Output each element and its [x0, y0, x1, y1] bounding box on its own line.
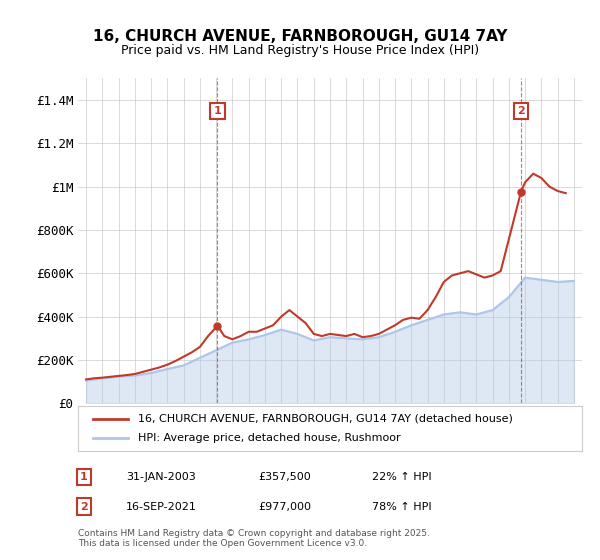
Text: Contains HM Land Registry data © Crown copyright and database right 2025.
This d: Contains HM Land Registry data © Crown c… [78, 529, 430, 548]
Text: 16, CHURCH AVENUE, FARNBOROUGH, GU14 7AY (detached house): 16, CHURCH AVENUE, FARNBOROUGH, GU14 7AY… [139, 413, 514, 423]
Text: 16-SEP-2021: 16-SEP-2021 [126, 502, 197, 512]
Text: Price paid vs. HM Land Registry's House Price Index (HPI): Price paid vs. HM Land Registry's House … [121, 44, 479, 57]
Text: 2: 2 [80, 502, 88, 512]
Text: £977,000: £977,000 [258, 502, 311, 512]
Text: HPI: Average price, detached house, Rushmoor: HPI: Average price, detached house, Rush… [139, 433, 401, 444]
Text: 16, CHURCH AVENUE, FARNBOROUGH, GU14 7AY: 16, CHURCH AVENUE, FARNBOROUGH, GU14 7AY [93, 29, 507, 44]
Text: 1: 1 [80, 472, 88, 482]
Text: 2: 2 [517, 106, 525, 116]
Text: 78% ↑ HPI: 78% ↑ HPI [372, 502, 431, 512]
Text: 22% ↑ HPI: 22% ↑ HPI [372, 472, 431, 482]
Text: 31-JAN-2003: 31-JAN-2003 [126, 472, 196, 482]
Text: 1: 1 [214, 106, 221, 116]
Text: £357,500: £357,500 [258, 472, 311, 482]
